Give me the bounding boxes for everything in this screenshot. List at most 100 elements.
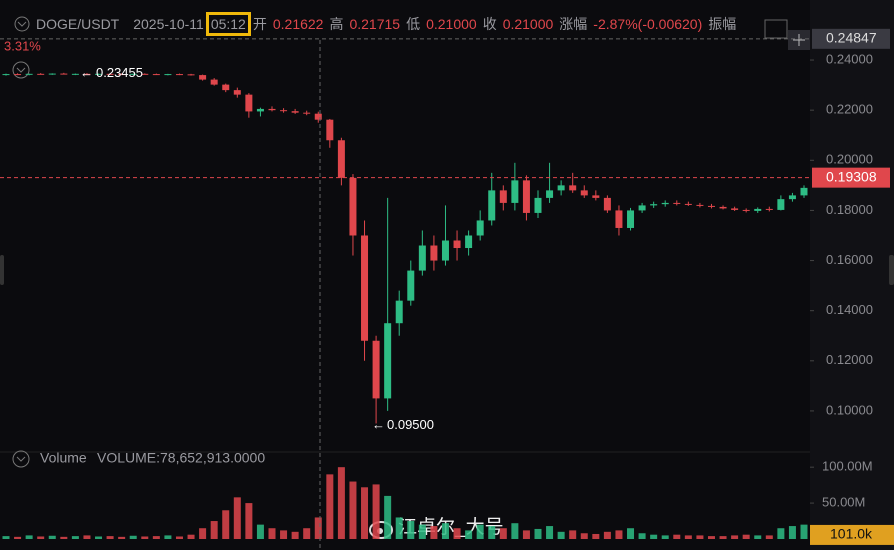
label: 收 bbox=[482, 16, 497, 32]
volume-bar bbox=[71, 536, 79, 539]
volume-bar bbox=[499, 528, 507, 539]
y-tick-label: 0.10000 bbox=[826, 402, 873, 417]
volume-bar bbox=[731, 535, 739, 539]
volume-bar bbox=[754, 535, 762, 539]
volume-bar bbox=[2, 536, 10, 539]
y-tick-label: 0.12000 bbox=[826, 352, 873, 367]
volume-bar bbox=[465, 530, 473, 539]
volume-bar bbox=[765, 535, 773, 539]
candle-body bbox=[83, 73, 91, 75]
side-handle bbox=[0, 255, 4, 285]
volume-readout: VOLUME:78,652,913.0000 bbox=[97, 450, 265, 466]
candle-body bbox=[37, 73, 45, 75]
volume-bar bbox=[719, 536, 727, 539]
add-icon bbox=[793, 34, 805, 46]
volume-bar bbox=[141, 536, 149, 539]
candle-body bbox=[361, 235, 369, 341]
candle-body bbox=[60, 73, 68, 75]
volume-bar bbox=[303, 528, 311, 539]
value: 0.21000 bbox=[502, 16, 554, 32]
candle-body bbox=[407, 270, 415, 301]
volume-bar bbox=[233, 497, 241, 539]
candle-body bbox=[465, 235, 473, 249]
candle-body bbox=[707, 205, 715, 207]
volume-bar bbox=[129, 535, 137, 539]
value: -2.87%(-0.00620) bbox=[593, 16, 703, 32]
last-price-box bbox=[812, 167, 890, 188]
candle-body bbox=[731, 208, 739, 210]
crosshair-percent: 3.31% bbox=[4, 38, 41, 53]
volume-bar bbox=[546, 526, 554, 539]
y-tick-label: 0.16000 bbox=[826, 252, 873, 267]
volume-bar bbox=[152, 536, 160, 539]
candle-body bbox=[569, 185, 577, 191]
candle-body bbox=[384, 323, 392, 399]
volume-bar bbox=[164, 535, 172, 539]
candle-body bbox=[627, 210, 635, 228]
candle-body bbox=[280, 110, 288, 112]
candle-body bbox=[719, 206, 727, 209]
time: 05:12 bbox=[205, 12, 251, 36]
volume-bar bbox=[291, 531, 299, 539]
volume-bar bbox=[511, 523, 519, 539]
volume-bar bbox=[777, 528, 785, 539]
volume-bar bbox=[650, 534, 658, 539]
last-price-label: 0.19308 bbox=[826, 168, 877, 184]
candle-body bbox=[152, 74, 160, 76]
volume-bar bbox=[280, 530, 288, 539]
menu-icon[interactable] bbox=[14, 16, 30, 32]
volume-bar bbox=[696, 535, 704, 539]
candle-body bbox=[499, 190, 507, 203]
candle-body bbox=[615, 210, 623, 228]
candle-body bbox=[395, 300, 403, 324]
label: 高 bbox=[329, 16, 344, 32]
label: 开 bbox=[252, 16, 267, 32]
candle-body bbox=[511, 180, 519, 203]
volume-bar bbox=[441, 523, 449, 539]
expand-icon[interactable] bbox=[764, 19, 788, 39]
volume-bar bbox=[661, 535, 669, 539]
candle-body bbox=[800, 187, 808, 196]
y-tick-label: 0.22000 bbox=[826, 102, 873, 117]
min-marker: 0.09500 bbox=[387, 417, 434, 432]
volume-bar bbox=[199, 528, 207, 539]
volume-bar bbox=[25, 535, 33, 539]
volume-bar bbox=[788, 526, 796, 539]
candle-body bbox=[303, 112, 311, 114]
candle-body bbox=[661, 202, 669, 205]
candle-body bbox=[453, 240, 461, 249]
volume-bar bbox=[407, 521, 415, 539]
max-marker: 0.23455 bbox=[96, 65, 143, 80]
candle-body bbox=[684, 203, 692, 205]
y-tick-label: 0.18000 bbox=[826, 202, 873, 217]
max-arrow: ← bbox=[80, 65, 93, 80]
side-handle bbox=[889, 255, 894, 285]
candle-body bbox=[349, 177, 357, 236]
volume-bar bbox=[488, 526, 496, 539]
volume-bar bbox=[245, 503, 253, 539]
candle-body bbox=[372, 340, 380, 399]
volume-bar bbox=[326, 474, 334, 539]
watermark-icon bbox=[369, 521, 393, 539]
candle-body bbox=[210, 79, 218, 85]
volume-bar bbox=[337, 467, 345, 539]
candle-body bbox=[650, 204, 658, 206]
volume-bar bbox=[707, 536, 715, 539]
volume-bar bbox=[37, 536, 45, 539]
volume-bar bbox=[361, 487, 369, 539]
collapse-icon[interactable] bbox=[12, 450, 30, 468]
volume-bar bbox=[372, 484, 380, 539]
collapse-icon[interactable] bbox=[12, 61, 30, 79]
candle-body bbox=[118, 74, 126, 76]
volume-bar bbox=[83, 535, 91, 539]
label: 振幅 bbox=[708, 16, 737, 32]
volume-bar bbox=[569, 530, 577, 539]
candle-body bbox=[534, 197, 542, 213]
volume-bar bbox=[384, 495, 392, 539]
volume-bar bbox=[522, 530, 530, 539]
volume-bar bbox=[615, 530, 623, 539]
symbol: DOGE/USDT bbox=[36, 16, 120, 32]
header: DOGE/USDT 2025-10-11 05:12 开 0.21622 高 0.2… bbox=[14, 12, 737, 36]
